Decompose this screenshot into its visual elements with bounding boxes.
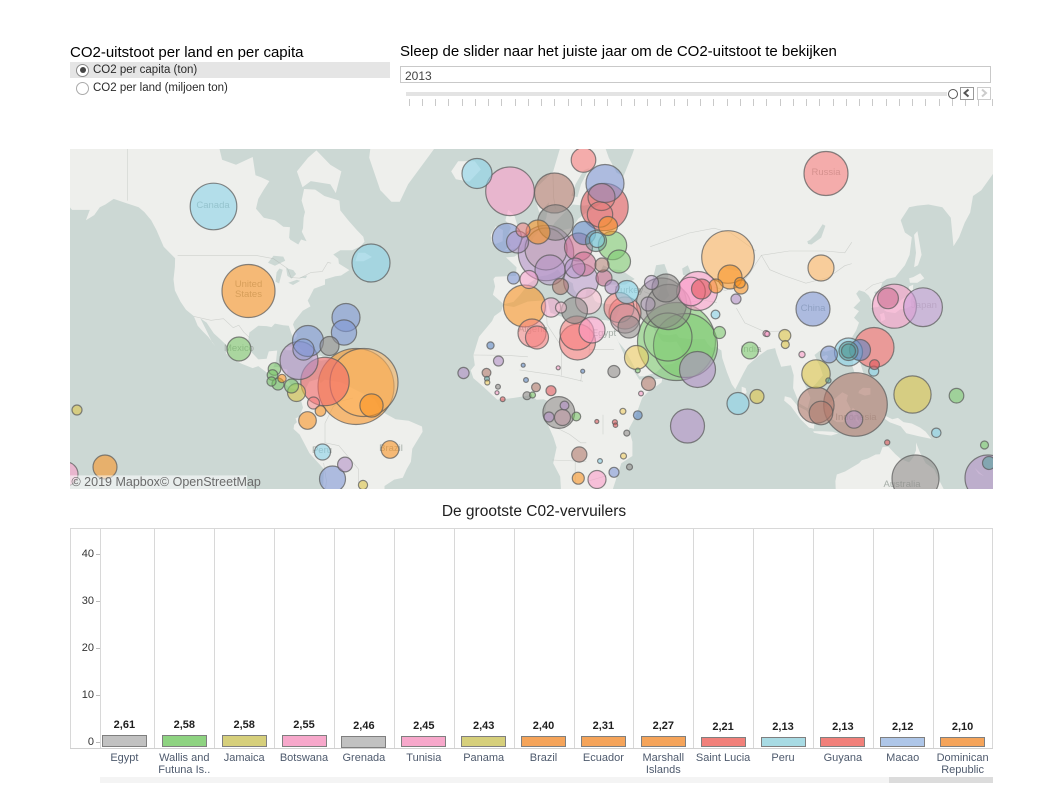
svg-text:© 2019 Mapbox© OpenStreetMap: © 2019 Mapbox© OpenStreetMap [72, 475, 261, 489]
